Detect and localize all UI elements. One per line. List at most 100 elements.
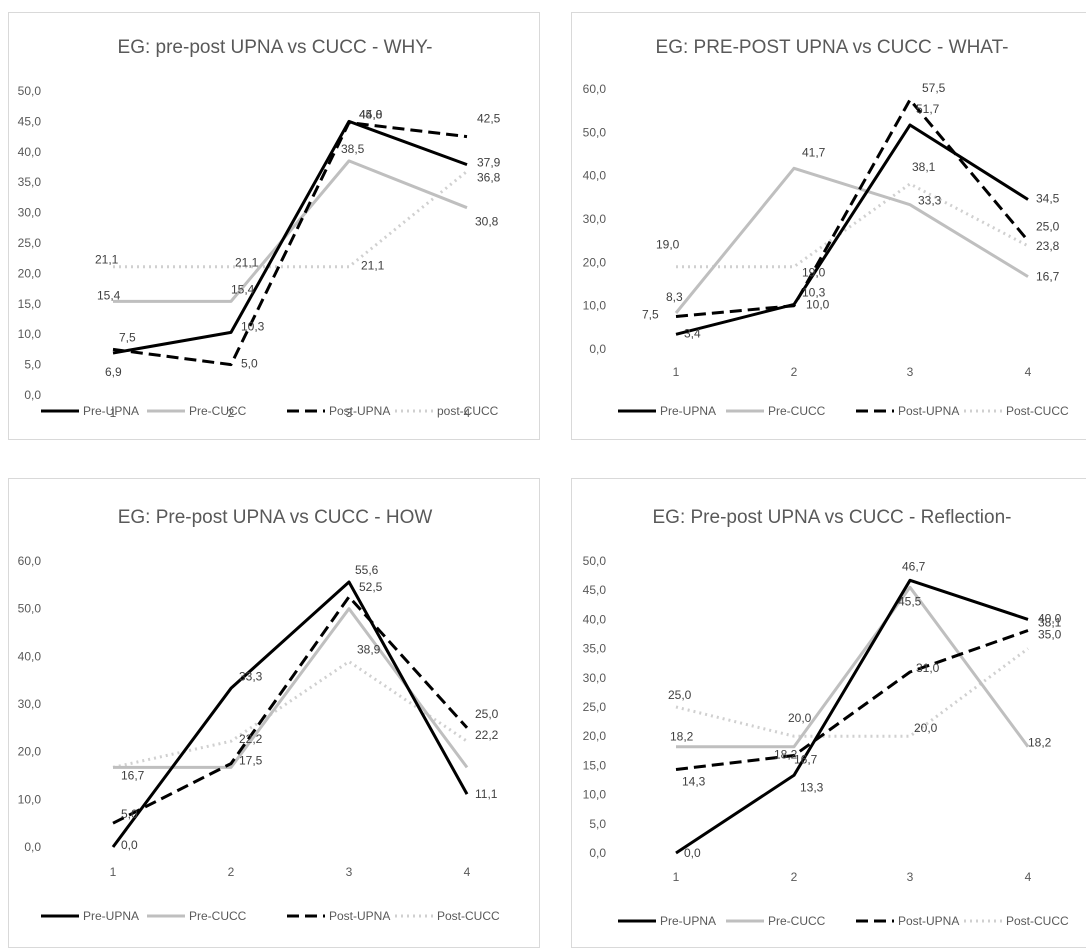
data-label: 22,2: [239, 732, 263, 746]
legend-label-pre-cucc: Pre-CUCC: [768, 914, 826, 928]
y-tick-label: 10,0: [18, 327, 42, 341]
y-tick-label: 0,0: [589, 342, 606, 356]
data-label: 16,7: [121, 768, 145, 782]
x-tick-label: 2: [791, 870, 798, 884]
legend-label-post-upna: Post-UPNA: [898, 404, 959, 418]
series-line-pre-upna: [111, 580, 469, 848]
data-label: 45,0: [359, 107, 383, 121]
legend-label-pre-cucc: Pre-CUCC: [189, 909, 247, 923]
data-label: 5,0: [241, 357, 258, 371]
series-line-pre-cucc: [113, 159, 468, 303]
data-label: 21,1: [95, 253, 119, 267]
y-tick-label: 50,0: [583, 554, 607, 568]
data-label: 30,8: [475, 215, 499, 229]
data-label: 52,5: [359, 580, 383, 594]
data-label: 10,0: [806, 298, 830, 312]
y-tick-label: 45,0: [583, 583, 607, 597]
data-label: 40,0: [1038, 611, 1062, 625]
legend-label-post-cucc: post-CUCC: [437, 404, 499, 418]
chart-how: EG: Pre-post UPNA vs CUCC - HOW0,010,020…: [18, 507, 500, 923]
data-label: 25,0: [475, 707, 499, 721]
y-tick-label: 25,0: [18, 236, 42, 250]
data-label: 5,0: [121, 807, 138, 821]
y-tick-label: 0,0: [589, 846, 606, 860]
chart-title: EG: Pre-post UPNA vs CUCC - HOW: [118, 507, 433, 528]
data-label: 51,7: [916, 102, 940, 116]
series-line-post-upna: [675, 629, 1029, 771]
data-label: 0,0: [121, 838, 138, 852]
data-label: 42,5: [477, 112, 501, 126]
x-tick-label: 2: [228, 406, 235, 420]
chart-panel-reflection: EG: Pre-post UPNA vs CUCC - Reflection- 0…: [571, 478, 1086, 948]
y-tick-label: 50,0: [583, 125, 607, 139]
y-tick-label: 25,0: [583, 700, 607, 714]
data-label: 45,5: [898, 594, 922, 608]
data-label: 37,9: [477, 156, 501, 170]
series-line-post-cucc: [112, 660, 468, 769]
chart-title: EG: Pre-post UPNA vs CUCC - Reflection-: [653, 507, 1012, 528]
series-line-pre-cucc: [676, 585, 1030, 749]
x-tick-label: 2: [228, 865, 235, 879]
data-label: 38,5: [341, 142, 365, 156]
data-label: 11,1: [475, 787, 498, 801]
x-tick-label: 1: [673, 870, 680, 884]
x-tick-label: 1: [110, 865, 117, 879]
legend-label-post-cucc: Post-CUCC: [1006, 404, 1069, 418]
legend-label-pre-upna: Pre-UPNA: [83, 404, 139, 418]
y-tick-label: 20,0: [583, 729, 607, 743]
legend-label-pre-upna: Pre-UPNA: [660, 404, 716, 418]
chart-title: EG: PRE-POST UPNA vs CUCC - WHAT-: [656, 37, 1009, 58]
data-label: 25,0: [668, 688, 692, 702]
data-label: 18,2: [1028, 736, 1052, 750]
chart-why: EG: pre-post UPNA vs CUCC - WHY- 0,0 5,0 10…: [18, 37, 501, 420]
y-tick-label: 20,0: [18, 745, 42, 759]
data-label: 20,0: [914, 721, 938, 735]
data-label: 33,3: [918, 194, 942, 208]
data-label: 44,8: [359, 108, 383, 122]
y-tick-label: 30,0: [18, 697, 42, 711]
data-label: 36,8: [477, 170, 501, 184]
series-line-pre-upna: [112, 119, 468, 355]
data-label: 17,5: [239, 754, 263, 768]
y-tick-label: 30,0: [18, 206, 42, 220]
data-label: 3,4: [684, 326, 701, 340]
series-line-post-upna: [112, 595, 469, 825]
series-line-post-upna: [112, 121, 468, 367]
data-label: 7,5: [642, 308, 659, 322]
y-tick-label: 5,0: [589, 817, 606, 831]
data-label: 34,5: [1036, 192, 1060, 206]
y-tick-label: 0,0: [24, 840, 41, 854]
series-line-pre-cucc: [674, 166, 1029, 314]
y-tick-label: 40,0: [583, 612, 607, 626]
x-tick-label: 3: [907, 870, 914, 884]
y-tick-label: 10,0: [583, 788, 607, 802]
y-tick-label: 20,0: [583, 255, 607, 269]
data-label: 22,2: [475, 728, 499, 742]
legend-label-post-upna: Post-UPNA: [898, 914, 959, 928]
y-tick-label: 20,0: [18, 266, 42, 280]
y-tick-label: 40,0: [18, 649, 42, 663]
data-label: 38,9: [357, 643, 381, 657]
x-tick-label: 1: [673, 365, 680, 379]
legend-label-pre-upna: Pre-UPNA: [660, 914, 716, 928]
data-label: 16,7: [1036, 270, 1060, 284]
legend-label-post-cucc: Post-CUCC: [437, 909, 500, 923]
data-label: 25,0: [1036, 220, 1060, 234]
data-label: 46,7: [902, 559, 926, 573]
data-label: 21,1: [361, 259, 385, 273]
x-tick-label: 2: [791, 365, 798, 379]
legend-label-post-upna: Post-UPNA: [329, 404, 390, 418]
x-tick-label: 4: [464, 406, 471, 420]
data-label: 15,4: [97, 288, 121, 302]
y-tick-label: 15,0: [18, 297, 42, 311]
x-tick-label: 3: [907, 365, 914, 379]
y-tick-label: 30,0: [583, 212, 607, 226]
x-tick-label: 3: [346, 865, 353, 879]
chart-reflection: EG: Pre-post UPNA vs CUCC - Reflection- 0…: [583, 507, 1069, 928]
x-tick-label: 3: [346, 406, 353, 420]
x-tick-label: 4: [1025, 365, 1032, 379]
y-tick-label: 10,0: [18, 792, 42, 806]
y-tick-label: 60,0: [583, 82, 607, 96]
data-label: 13,3: [800, 780, 824, 794]
data-label: 18,2: [774, 748, 798, 762]
